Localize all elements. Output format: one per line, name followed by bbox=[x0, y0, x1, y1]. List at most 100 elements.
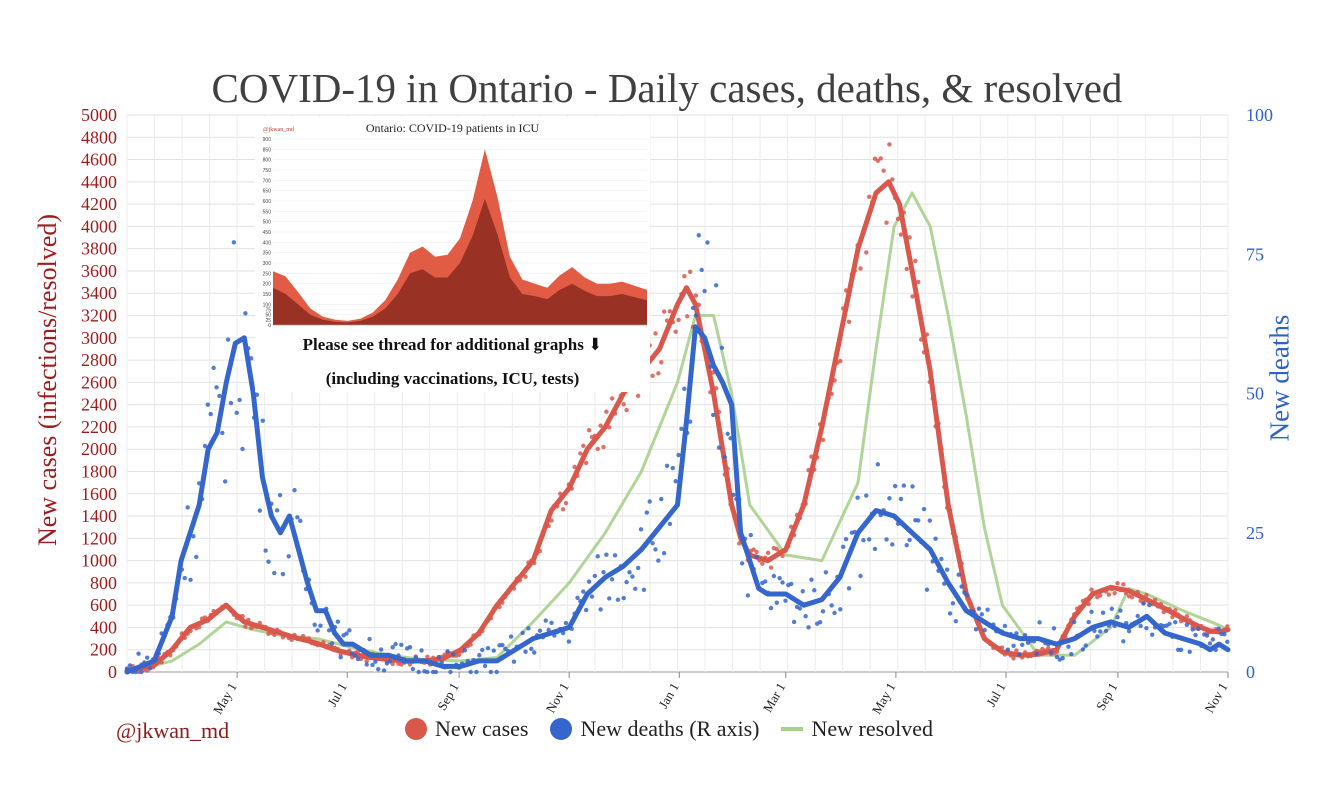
death-dot bbox=[965, 593, 970, 598]
death-dot bbox=[1147, 602, 1152, 608]
legend: New cases New deaths (R axis) New resolv… bbox=[405, 716, 933, 742]
death-dot bbox=[260, 418, 265, 423]
death-dot bbox=[647, 499, 652, 504]
death-dot bbox=[370, 662, 375, 668]
death-dot bbox=[1173, 619, 1178, 625]
death-dot bbox=[529, 646, 534, 652]
death-dot bbox=[399, 642, 404, 648]
death-dot bbox=[1196, 626, 1201, 631]
death-dot bbox=[806, 625, 811, 630]
death-dot bbox=[976, 606, 982, 611]
death-dot bbox=[390, 644, 395, 650]
cases-line bbox=[124, 179, 1231, 674]
case-dot bbox=[1129, 595, 1135, 600]
death-dot bbox=[338, 655, 343, 660]
left-tick-label: 3800 bbox=[81, 239, 117, 259]
death-dot bbox=[477, 652, 482, 658]
inset-tick-label: 250 bbox=[263, 271, 272, 277]
death-dot bbox=[1126, 628, 1132, 634]
death-dot bbox=[630, 574, 635, 579]
death-dot bbox=[1210, 637, 1216, 642]
death-dot bbox=[791, 619, 797, 625]
death-dot bbox=[973, 627, 979, 632]
case-dot bbox=[898, 232, 904, 237]
case-dot bbox=[820, 437, 826, 443]
case-dot bbox=[768, 565, 774, 570]
case-dot bbox=[598, 423, 603, 428]
death-dot bbox=[820, 609, 826, 614]
death-dot bbox=[520, 630, 525, 636]
death-dot bbox=[1225, 639, 1230, 645]
death-dot bbox=[1011, 643, 1016, 649]
left-tick-label: 3400 bbox=[81, 283, 117, 303]
death-dot bbox=[355, 656, 361, 662]
death-dot bbox=[624, 579, 629, 585]
death-dot bbox=[1069, 651, 1074, 657]
death-dot bbox=[682, 386, 687, 392]
death-dot bbox=[705, 240, 710, 245]
death-dot bbox=[537, 628, 543, 633]
death-dot bbox=[607, 596, 612, 601]
right-tick-label: 0 bbox=[1246, 662, 1255, 682]
inset-tick-label: 0 bbox=[268, 323, 271, 329]
case-dot bbox=[653, 331, 658, 336]
death-dot bbox=[326, 628, 332, 633]
death-dot bbox=[543, 618, 548, 623]
case-dot bbox=[887, 142, 892, 147]
death-dot bbox=[508, 634, 514, 639]
death-dot bbox=[898, 496, 904, 502]
case-dot bbox=[1106, 592, 1112, 597]
left-tick-label: 2400 bbox=[81, 395, 117, 415]
case-dot bbox=[604, 409, 609, 414]
case-dot bbox=[907, 235, 912, 240]
death-dot bbox=[1207, 641, 1213, 646]
death-dot bbox=[586, 579, 592, 584]
legend-swatch-deaths bbox=[550, 718, 573, 740]
death-dot bbox=[335, 619, 341, 624]
death-dot bbox=[754, 554, 759, 560]
death-dot bbox=[846, 586, 852, 591]
death-dot bbox=[462, 648, 468, 653]
death-dot bbox=[716, 445, 722, 450]
death-dot bbox=[1193, 632, 1198, 638]
inset-tick-label: 25 bbox=[265, 318, 271, 324]
death-dot bbox=[1103, 628, 1109, 634]
case-dot bbox=[650, 373, 655, 378]
left-tick-label: 2200 bbox=[81, 417, 117, 437]
death-dot bbox=[884, 537, 889, 542]
death-dot bbox=[840, 544, 846, 550]
death-dot bbox=[445, 649, 450, 654]
x-tick-label: May 1 bbox=[869, 680, 899, 717]
death-dot bbox=[823, 570, 829, 575]
death-dot bbox=[298, 518, 303, 524]
death-dot bbox=[604, 552, 609, 557]
death-dot bbox=[875, 462, 881, 467]
case-dot bbox=[572, 464, 577, 470]
death-dot bbox=[566, 639, 572, 644]
inset-tick-label: 50 bbox=[265, 313, 271, 319]
death-dot bbox=[220, 430, 225, 436]
death-dot bbox=[277, 492, 283, 498]
right-tick-label: 50 bbox=[1246, 384, 1264, 404]
death-dot bbox=[378, 647, 384, 652]
case-dot bbox=[661, 309, 667, 314]
death-dot bbox=[381, 668, 387, 673]
case-dot bbox=[904, 266, 909, 272]
death-dot bbox=[621, 595, 626, 601]
death-dot bbox=[892, 483, 898, 489]
death-dot bbox=[739, 561, 745, 566]
death-dot bbox=[731, 492, 736, 497]
author-handle: @jkwan_md bbox=[116, 718, 230, 743]
case-dot bbox=[754, 549, 759, 555]
death-dot bbox=[240, 446, 245, 452]
death-dot bbox=[387, 659, 392, 664]
death-dot bbox=[722, 455, 727, 460]
death-dot bbox=[257, 508, 263, 513]
case-dot bbox=[864, 250, 869, 255]
death-dot bbox=[702, 288, 707, 294]
death-dot bbox=[921, 506, 927, 512]
case-dot bbox=[581, 443, 586, 448]
inset-tick-label: 150 bbox=[263, 292, 272, 298]
